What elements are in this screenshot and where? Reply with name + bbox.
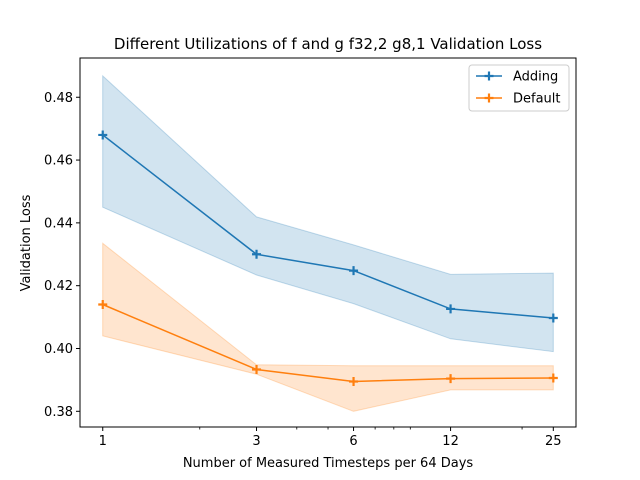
x-tick-label: 1 xyxy=(99,434,107,449)
legend-label-adding: Adding xyxy=(513,70,558,85)
x-tick-label: 12 xyxy=(442,434,459,449)
marker-adding-12 xyxy=(446,304,456,314)
band-default xyxy=(102,242,554,412)
marker-default-12 xyxy=(446,374,456,384)
tick-marks: 0.38 0.40 0.42 0.44 0.46 0.48 1 3 6 12 25 xyxy=(44,91,562,449)
marker-adding-25 xyxy=(548,313,558,323)
y-axis-label: Validation Loss xyxy=(19,194,34,291)
legend: Adding Default xyxy=(468,64,570,112)
y-tick-label: 0.46 xyxy=(44,154,73,169)
chart-title: Different Utilizations of f and g f32,2 … xyxy=(114,35,542,53)
marker-default-1 xyxy=(98,300,108,310)
legend-label-default: Default xyxy=(513,92,561,107)
y-tick-label: 0.40 xyxy=(44,342,73,357)
x-axis-label: Number of Measured Timesteps per 64 Days xyxy=(183,456,474,471)
x-tick-label: 6 xyxy=(349,434,357,449)
marker-default-3 xyxy=(252,365,262,375)
confidence-bands xyxy=(102,74,554,412)
legend-marker-default xyxy=(484,93,494,103)
y-tick-label: 0.44 xyxy=(44,216,73,231)
x-tick-label: 3 xyxy=(252,434,260,449)
band-adding xyxy=(102,74,554,353)
marker-adding-3 xyxy=(252,249,262,259)
marker-default-6 xyxy=(349,376,359,386)
marker-default-25 xyxy=(548,373,558,383)
x-tick-label: 25 xyxy=(545,434,562,449)
y-tick-label: 0.42 xyxy=(44,279,73,294)
marker-adding-6 xyxy=(349,266,359,276)
y-tick-label: 0.48 xyxy=(44,91,73,106)
marker-adding-1 xyxy=(98,130,108,140)
y-tick-label: 0.38 xyxy=(44,405,73,420)
series-markers xyxy=(98,130,558,386)
legend-marker-adding xyxy=(484,71,494,81)
